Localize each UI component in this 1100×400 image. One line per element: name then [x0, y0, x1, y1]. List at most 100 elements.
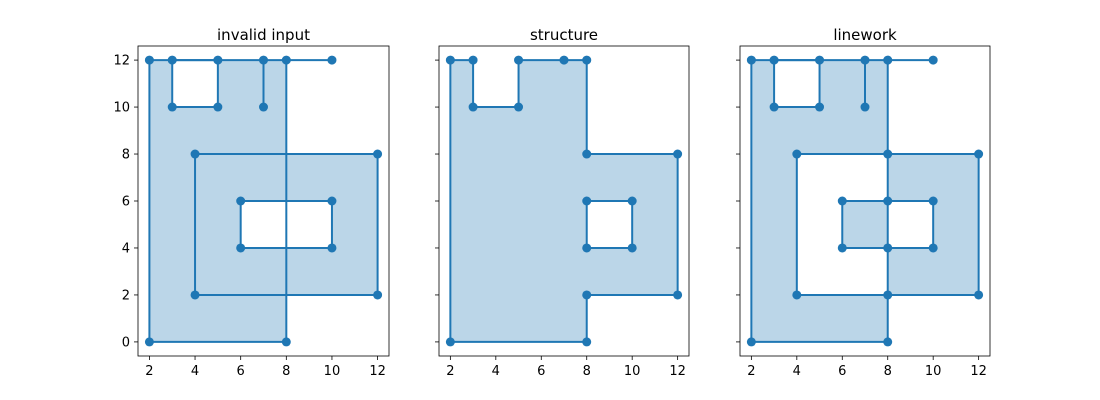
- fill-regions: [450, 60, 678, 342]
- y-tick-label: 6: [122, 195, 130, 210]
- data-point: [582, 196, 592, 206]
- x-tick-label: 2: [145, 364, 153, 379]
- data-point: [327, 196, 337, 206]
- data-point: [514, 55, 524, 65]
- series-line: [750, 59, 935, 343]
- y-tick-label: 0: [122, 335, 130, 350]
- data-point: [373, 290, 383, 300]
- data-point: [883, 290, 893, 300]
- data-point: [445, 55, 455, 65]
- x-tick-label: 6: [237, 364, 245, 379]
- data-point: [928, 243, 938, 253]
- data-point: [974, 290, 984, 300]
- y-tick-label: 8: [122, 148, 130, 163]
- x-tick-label: 10: [324, 364, 341, 379]
- data-point: [627, 196, 637, 206]
- data-point: [928, 55, 938, 65]
- data-point: [190, 149, 200, 159]
- chart-title: linework: [833, 26, 897, 44]
- x-tick-label: 8: [884, 364, 892, 379]
- series-markers: [445, 55, 683, 347]
- data-point: [582, 290, 592, 300]
- data-point: [144, 337, 154, 347]
- data-point: [883, 337, 893, 347]
- series-line: [171, 59, 219, 109]
- x-tick-label: 6: [537, 364, 545, 379]
- data-point: [327, 243, 337, 253]
- data-point: [974, 149, 984, 159]
- data-point: [582, 55, 592, 65]
- data-point: [883, 243, 893, 253]
- data-point: [236, 243, 246, 253]
- chart-title: structure: [530, 26, 598, 44]
- data-point: [468, 55, 478, 65]
- x-tick-label: 12: [369, 364, 386, 379]
- data-point: [167, 55, 177, 65]
- data-point: [815, 55, 825, 65]
- data-point: [259, 102, 268, 112]
- fill-area: [450, 60, 678, 342]
- series-line: [773, 59, 821, 109]
- series-markers: [144, 55, 383, 347]
- data-point: [815, 102, 825, 112]
- data-point: [213, 55, 223, 65]
- x-tick-label: 4: [492, 364, 500, 379]
- data-point: [327, 55, 337, 65]
- data-point: [883, 196, 893, 206]
- data-point: [167, 102, 177, 112]
- x-tick-label: 12: [970, 364, 987, 379]
- data-point: [928, 196, 938, 206]
- data-point: [259, 55, 268, 65]
- x-tick-label: 2: [747, 364, 755, 379]
- data-point: [837, 196, 847, 206]
- x-tick-label: 6: [838, 364, 846, 379]
- data-point: [582, 337, 592, 347]
- data-point: [792, 290, 802, 300]
- data-point: [373, 149, 383, 159]
- y-tick-label: 4: [122, 241, 130, 256]
- series-line: [449, 59, 679, 343]
- data-point: [514, 102, 524, 112]
- data-point: [883, 149, 893, 159]
- series-line: [585, 200, 634, 249]
- subplot-linework: linework 2 4 6 8 10 12: [736, 26, 991, 379]
- data-point: [673, 290, 683, 300]
- data-point: [627, 243, 637, 253]
- data-point: [559, 55, 569, 65]
- data-point: [468, 102, 478, 112]
- data-point: [792, 149, 802, 159]
- data-point: [769, 55, 779, 65]
- series-line: [148, 59, 333, 343]
- x-tick-label: 10: [624, 364, 641, 379]
- data-point: [445, 337, 455, 347]
- y-tick-label: 10: [113, 101, 130, 116]
- data-point: [883, 55, 893, 65]
- series-markers: [746, 55, 984, 347]
- x-tick-label: 4: [191, 364, 199, 379]
- data-point: [769, 102, 779, 112]
- y-tick-label: 12: [113, 54, 130, 69]
- data-point: [190, 290, 200, 300]
- data-point: [860, 55, 870, 65]
- chart-title: invalid input: [217, 26, 310, 44]
- x-tick-label: 10: [925, 364, 942, 379]
- subplot-structure: structure 2 4 6 8 10 12: [435, 26, 690, 379]
- data-point: [746, 55, 756, 65]
- data-point: [582, 243, 592, 253]
- x-tick-label: 4: [793, 364, 801, 379]
- data-point: [213, 102, 223, 112]
- data-point: [860, 102, 870, 112]
- data-point: [281, 55, 291, 65]
- x-tick-label: 8: [583, 364, 591, 379]
- data-point: [746, 337, 756, 347]
- data-point: [236, 196, 246, 206]
- x-tick-label: 8: [282, 364, 290, 379]
- x-tick-label: 2: [446, 364, 454, 379]
- data-point: [281, 337, 291, 347]
- data-point: [837, 243, 847, 253]
- x-tick-label: 12: [669, 364, 686, 379]
- data-point: [582, 149, 592, 159]
- y-tick-label: 2: [122, 288, 130, 303]
